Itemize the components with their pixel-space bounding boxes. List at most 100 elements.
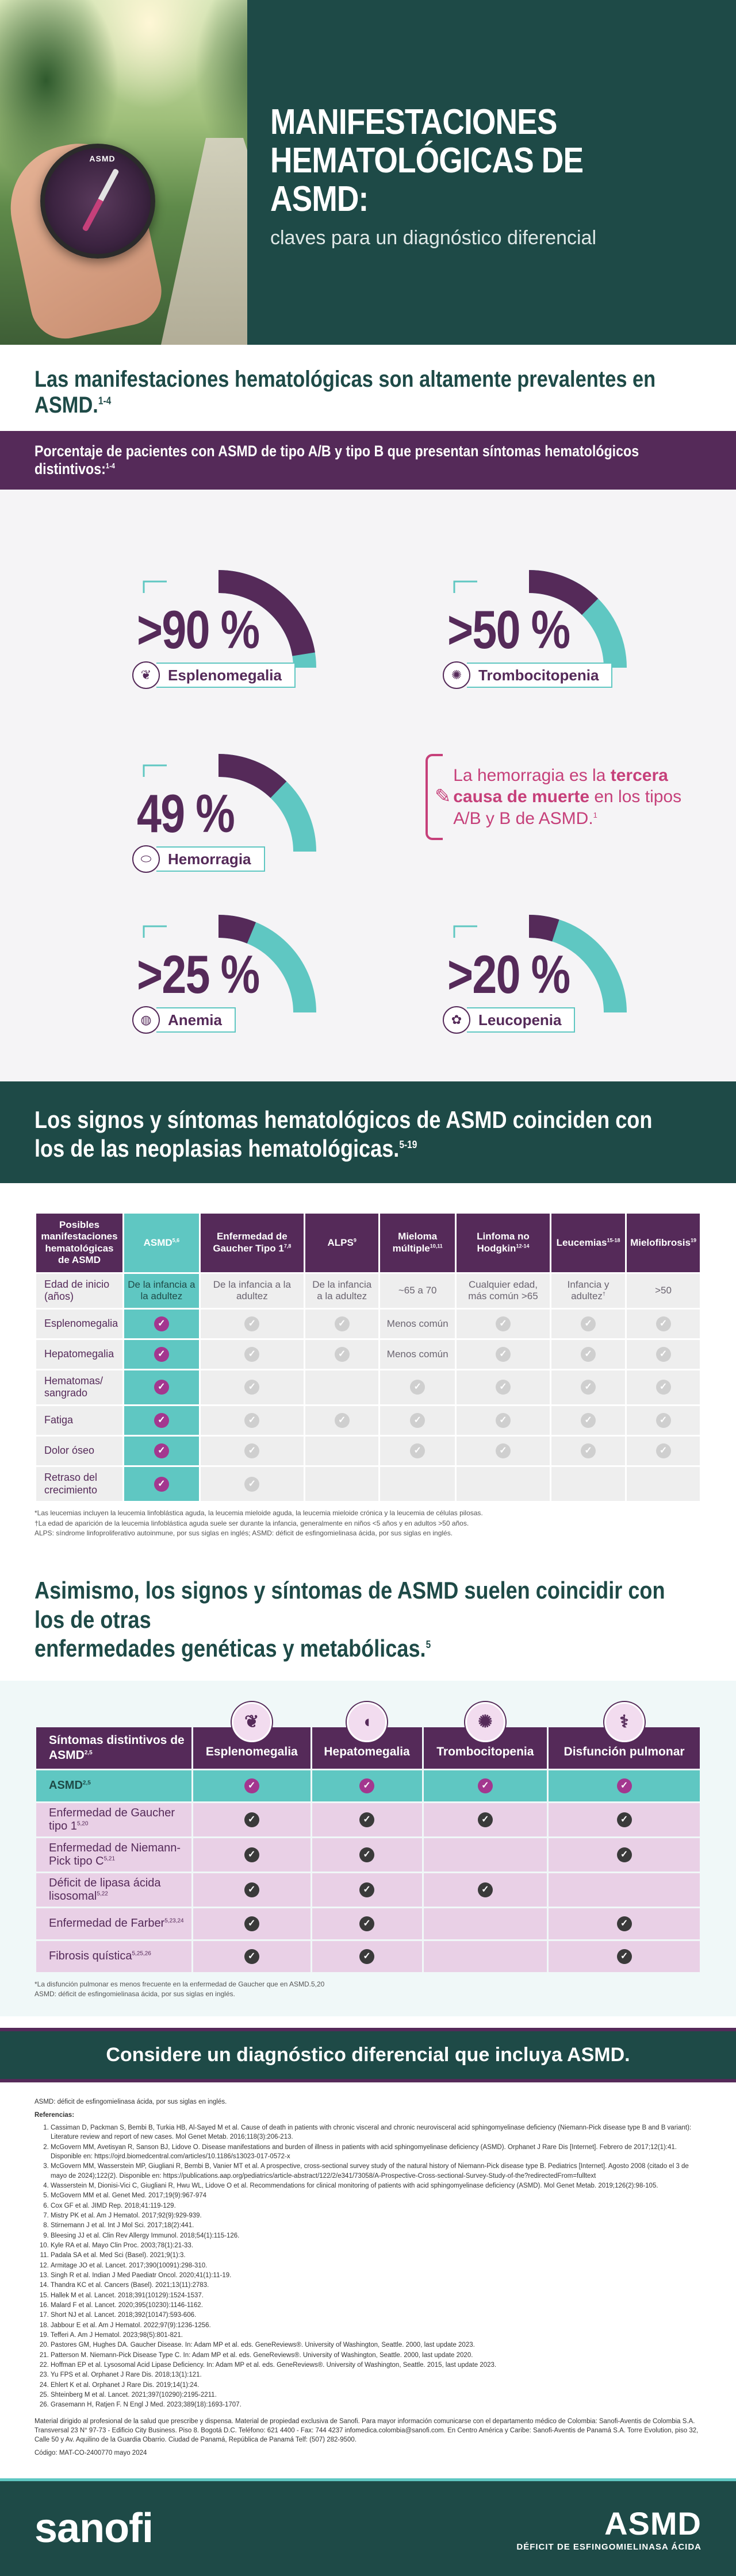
reference-item: Yu FPS et al. Orphanet J Rare Dis. 2018;… — [51, 2370, 702, 2379]
abbreviation-note: ASMD: déficit de esfingomielinasa ácida,… — [34, 2098, 227, 2106]
table2-header: ⚕ Disfunción pulmonar — [549, 1701, 700, 1769]
check-icon: ✓ — [495, 1443, 511, 1459]
gauge-label-text: Esplenomegalia — [156, 663, 296, 688]
check-icon: ✓ — [477, 1882, 493, 1897]
table-cell — [627, 1467, 700, 1501]
gauge-leucopenia: >20 % ✿ Leucopenia — [443, 903, 627, 1035]
row-label: Retraso del crecimiento — [36, 1467, 122, 1501]
check-icon: ✓ — [495, 1380, 511, 1395]
table-cell: ✓ — [312, 1908, 422, 1939]
reference-item: McGovern MM, Avetisyan R, Sanson BJ, Lid… — [51, 2143, 702, 2162]
asmd-logo: ASMD DÉFICIT DE ESFINGOMIELINASA ÁCIDA — [516, 2505, 702, 2552]
gauge-label-text: Hemorragia — [156, 846, 265, 872]
table-cell: ✓ — [200, 1370, 304, 1405]
check-icon: ✓ — [154, 1413, 169, 1428]
table-cell: De la infancia a la adultez — [305, 1273, 379, 1308]
table-cell: ✓ — [200, 1406, 304, 1435]
row-label: Fibrosis quística5,25,26 — [36, 1940, 191, 1972]
white-cell-icon: ✿ — [443, 1006, 470, 1034]
table-cell: ✓ — [200, 1309, 304, 1338]
check-icon: ✓ — [495, 1413, 511, 1428]
gauge-label-text: Anemia — [156, 1007, 236, 1033]
check-icon: ✓ — [244, 1346, 260, 1362]
check-icon: ✓ — [244, 1316, 260, 1331]
row-label: Dolor óseo — [36, 1437, 122, 1466]
check-icon: ✓ — [656, 1413, 671, 1428]
disclaimer: Material dirigido al profesional de la s… — [34, 2417, 699, 2444]
intro-heading: Las manifestaciones hematológicas son al… — [34, 367, 656, 418]
reference-item: Kyle RA et al. Mayo Clin Proc. 2003;78(1… — [51, 2241, 702, 2250]
table-cell: De la infancia a la adultez — [124, 1273, 199, 1308]
references: ASMD: déficit de esfingomielinasa ácida,… — [0, 2082, 736, 2478]
row-label: Déficit de lipasa ácida lisosomal5,22 — [36, 1873, 191, 1907]
row-label: Hematomas/ sangrado — [36, 1370, 122, 1405]
table-cell: ✓ — [312, 1940, 422, 1972]
material-code: Código: MAT-CO-2400770 mayo 2024 — [34, 2449, 147, 2456]
table-cell: ✓ — [423, 1770, 547, 1801]
reference-item: Grasemann H, Ratjen F. N Engl J Med. 202… — [51, 2400, 702, 2409]
check-icon: ✓ — [244, 1916, 259, 1931]
table-cell: ✓ — [456, 1339, 550, 1369]
table-cell: ✓ — [312, 1770, 422, 1801]
reference-item: Thandra KC et al. Cancers (Basel). 2021;… — [51, 2281, 702, 2290]
reference-item: McGovern MM et al. Genet Med. 2017;19(9)… — [51, 2191, 702, 2200]
table-cell: ✓ — [200, 1467, 304, 1501]
table-cell — [423, 1908, 547, 1939]
table-cell: ✓ — [124, 1467, 199, 1501]
check-icon: ✓ — [244, 1476, 260, 1492]
table-cell: ✓ — [456, 1370, 550, 1405]
reference-item: Wasserstein M, Dionisi-Vici C, Giugliani… — [51, 2181, 702, 2190]
reference-item: Shteinberg M et al. Lancet. 2021;397(102… — [51, 2390, 702, 2400]
check-icon: ✓ — [154, 1443, 169, 1459]
reference-item: Hallek M et al. Lancet. 2018;391(10129):… — [51, 2291, 702, 2300]
table1-header: Mieloma múltiple10,11 — [380, 1214, 455, 1272]
table-cell: ✓ — [551, 1370, 626, 1405]
table-cell: ✓ — [193, 1940, 310, 1972]
table1-header: ALPS9 — [305, 1214, 379, 1272]
table-cell: ✓ — [456, 1309, 550, 1338]
check-icon: ✓ — [656, 1380, 671, 1395]
table-cell: ✓ — [193, 1873, 310, 1907]
table-row: Esplenomegalia ✓ ✓ ✓ Menos común ✓ ✓ ✓ — [36, 1309, 700, 1338]
table-cell — [549, 1873, 700, 1907]
footnote: *La disfunción pulmonar es menos frecuen… — [34, 1980, 325, 1988]
table1-header: Mielofibrosis19 — [627, 1214, 700, 1272]
gauge-bracket — [143, 580, 167, 593]
liver-icon: ◖ — [347, 1701, 388, 1742]
reference-item: Ehlert K et al. Orphanet J Rare Dis. 201… — [51, 2381, 702, 2390]
references-title: Referencias: — [34, 2111, 75, 2119]
table-cell: Menos común — [380, 1309, 455, 1338]
table-cell: ✓ — [193, 1770, 310, 1801]
table-cell: Infancia y adultez† — [551, 1273, 626, 1308]
table-cell: ✓ — [193, 1803, 310, 1836]
check-icon: ✓ — [495, 1346, 511, 1362]
callout-text: La hemorragia es la tercera causa de mue… — [453, 765, 682, 828]
table-cell: ✓ — [124, 1406, 199, 1435]
footnote: ALPS: síndrome linfoproliferativo autoin… — [34, 1529, 453, 1537]
reference-item: Pastores GM, Hughes DA. Gaucher Disease.… — [51, 2340, 702, 2350]
reference-item: Patterson M. Niemann-Pick Disease Type C… — [51, 2351, 702, 2360]
red-cell-icon: ◍ — [132, 1006, 160, 1034]
lungs-icon: ⚕ — [604, 1701, 645, 1742]
table1-header: Linfoma no Hodgkin12-14 — [456, 1214, 550, 1272]
hemorrhage-callout: La hemorragia es la tercera causa de mue… — [425, 742, 690, 852]
gauge-fill — [528, 915, 559, 942]
check-icon: ✓ — [154, 1476, 169, 1492]
references-list: Cassiman D, Packman S, Bembi B, Turkia H… — [34, 2123, 702, 2410]
table-cell: ✓ — [627, 1406, 700, 1435]
table-cell — [305, 1467, 379, 1501]
reference-item: Singh R et al. Indian J Med Paediatr Onc… — [51, 2271, 702, 2280]
row-label: Enfermedad de Niemann-Pick tipo C5,21 — [36, 1838, 191, 1872]
table-row: Hematomas/ sangrado ✓ ✓ ✓ ✓ ✓ ✓ — [36, 1370, 700, 1405]
percent-band: Porcentaje de pacientes con ASMD de tipo… — [0, 431, 736, 490]
table-cell: ✓ — [551, 1437, 626, 1466]
check-icon: ✓ — [154, 1346, 169, 1362]
table1-header: Enfermedad de Gaucher Tipo 17,8 — [200, 1214, 304, 1272]
row-label: ASMD2,5 — [36, 1770, 191, 1801]
gauge-bracket — [143, 925, 167, 938]
gauge-hemorragia: 49 % ⬭ Hemorragia — [132, 742, 316, 875]
table-cell: ✓ — [551, 1339, 626, 1369]
table-row: Déficit de lipasa ácida lisosomal5,22 ✓ ✓ ✓ — [36, 1873, 700, 1907]
table-cell: ✓ — [193, 1838, 310, 1872]
table-cell — [305, 1437, 379, 1466]
